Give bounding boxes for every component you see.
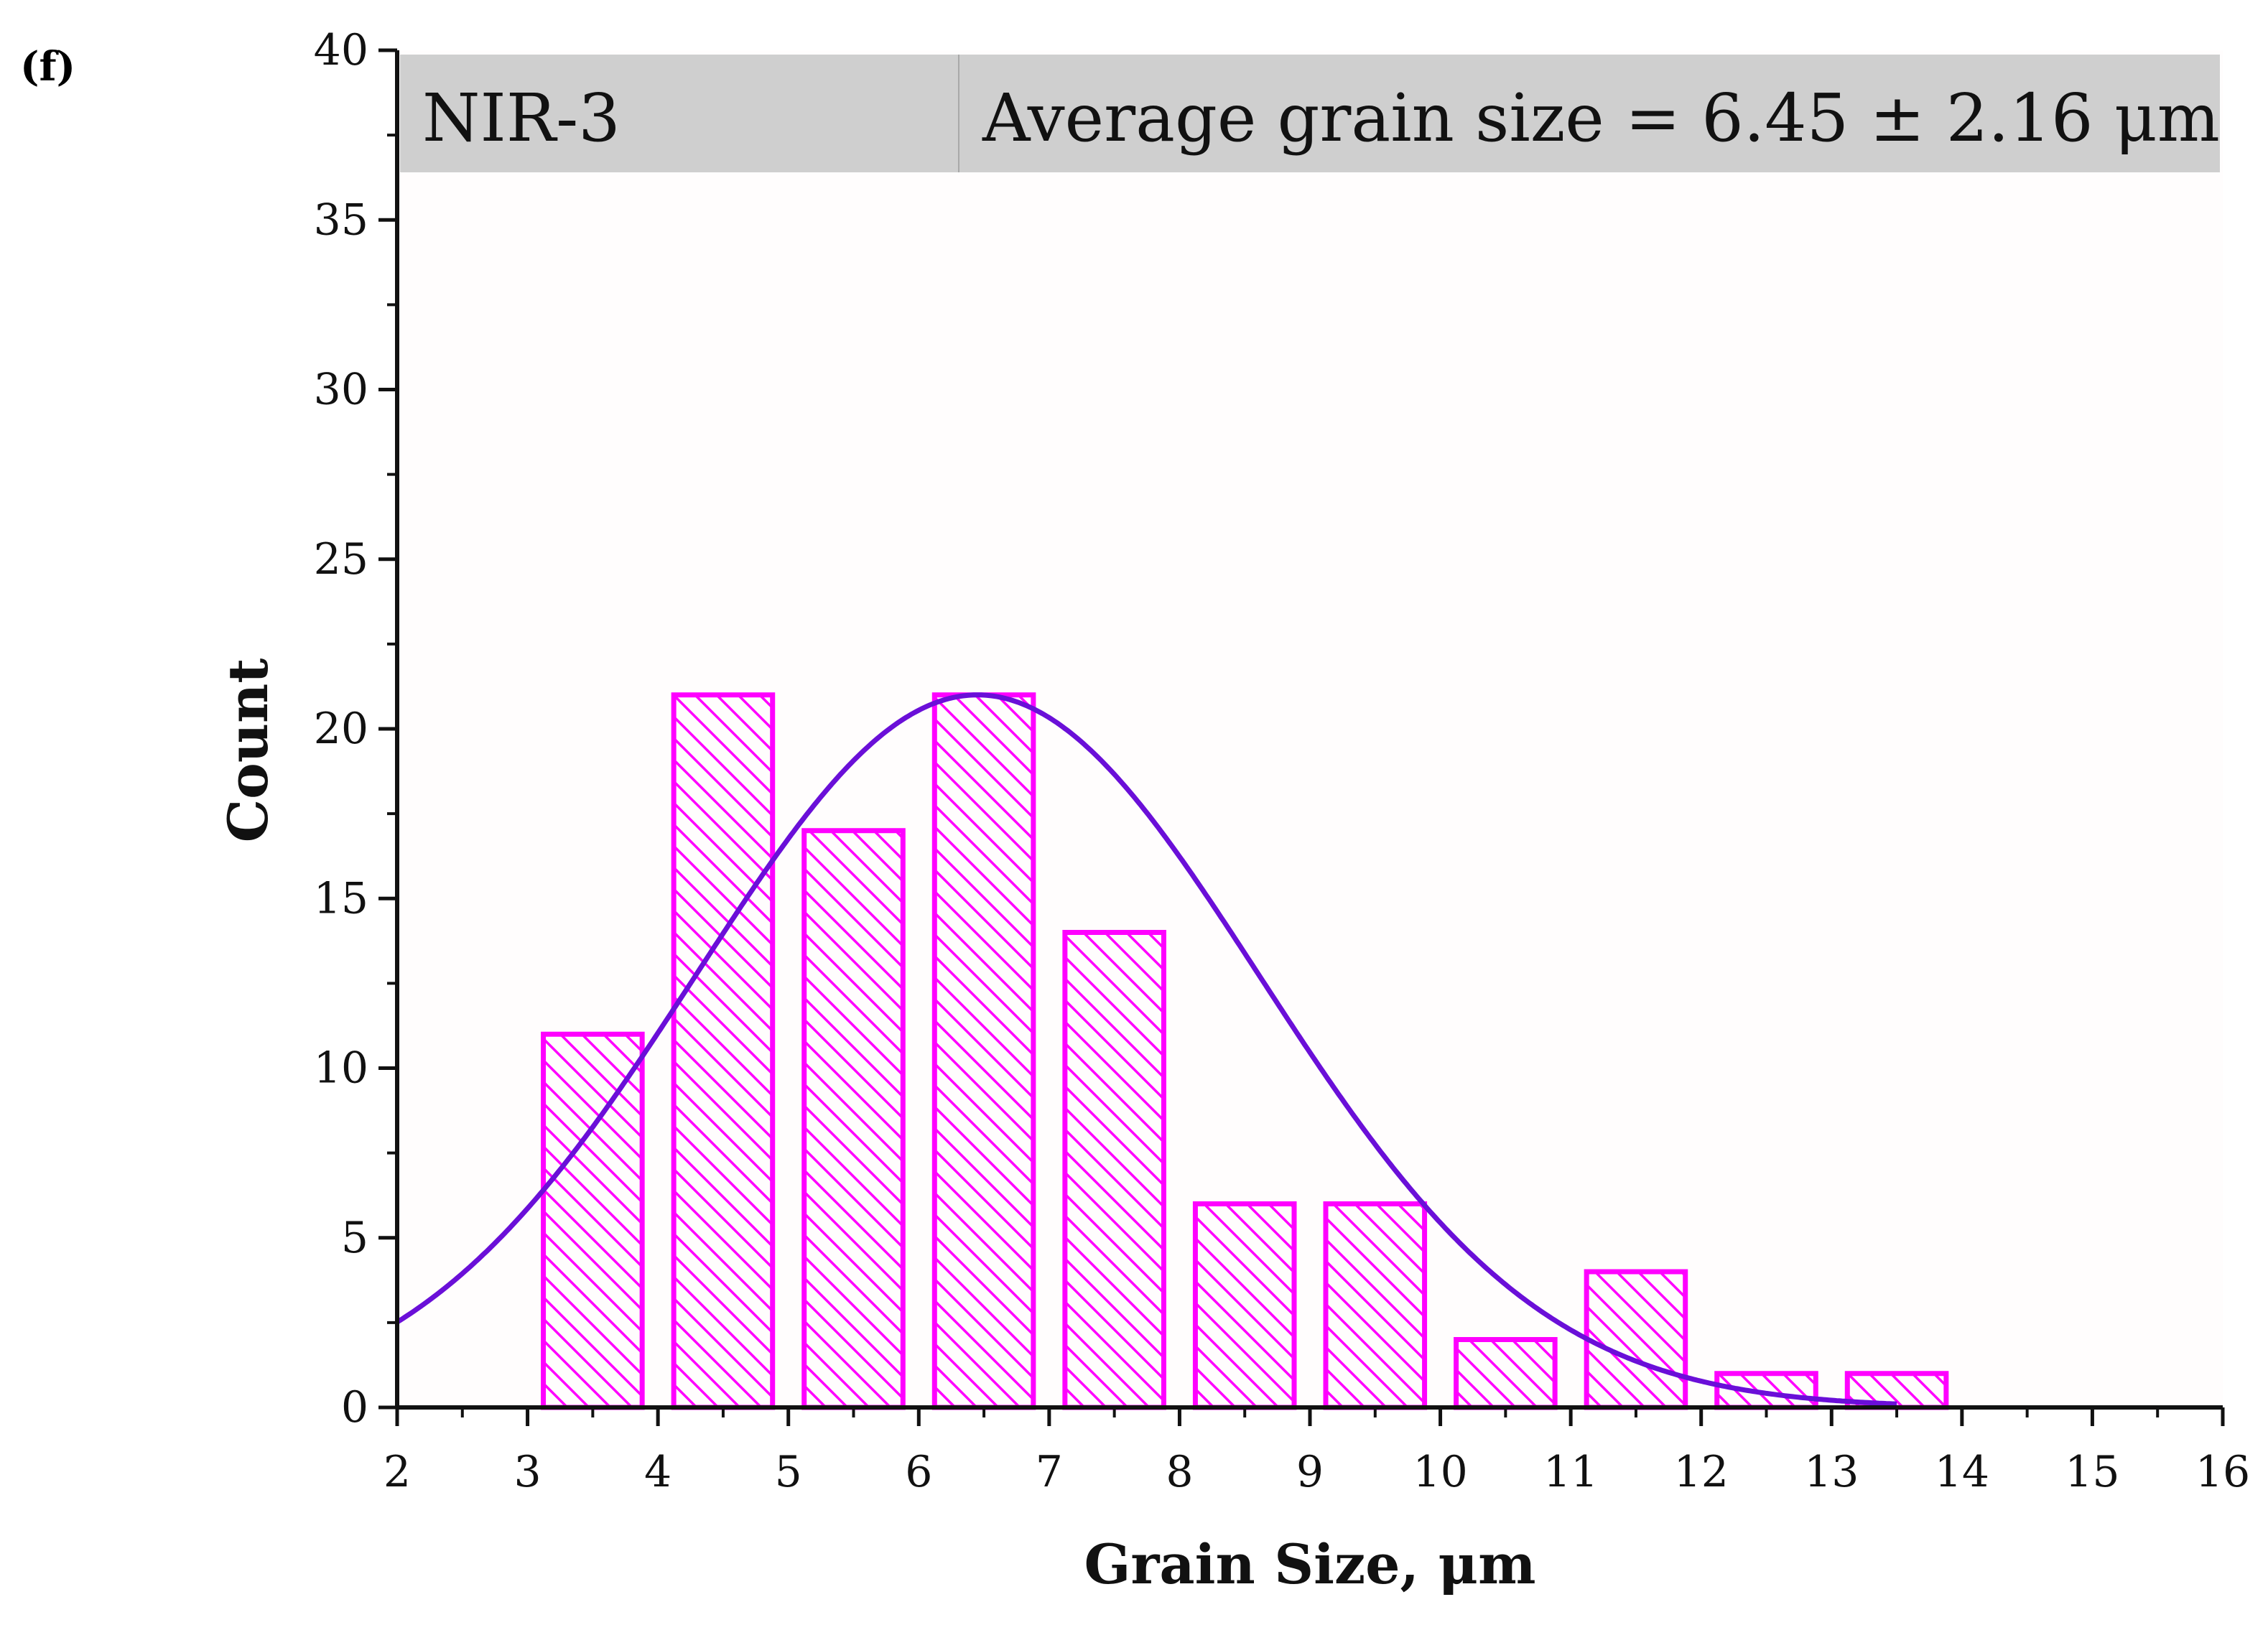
x-tick-label: 11 — [1543, 1447, 1598, 1497]
histogram-bar-1 — [541, 1031, 645, 1410]
y-tick-label: 40 — [314, 25, 368, 75]
x-axis-title: Grain Size, μm — [1084, 1532, 1535, 1596]
y-tick-label: 10 — [314, 1043, 368, 1094]
chart-header-box: NIR-3 Average grain size = 6.45 ± 2.16 μ… — [400, 55, 2220, 172]
x-tick-label: 5 — [775, 1447, 802, 1497]
x-tick-label: 7 — [1036, 1447, 1063, 1497]
x-tick-label: 12 — [1674, 1447, 1729, 1497]
x-tick-label: 8 — [1166, 1447, 1193, 1497]
x-tick-label: 14 — [1935, 1447, 1989, 1497]
x-tick-label: 16 — [2195, 1447, 2250, 1497]
y-tick-label: 35 — [314, 195, 368, 245]
sample-label: NIR-3 — [422, 80, 621, 157]
y-tick-label: 0 — [341, 1382, 368, 1433]
y-tick-label: 5 — [341, 1213, 368, 1263]
histogram-bar-4 — [931, 692, 1036, 1410]
average-grain-size-label: Average grain size = 6.45 ± 2.16 μm — [982, 80, 2220, 157]
y-tick-label: 25 — [314, 534, 368, 585]
histogram-bar-7 — [1323, 1201, 1428, 1410]
histogram-bar-8 — [1454, 1337, 1558, 1410]
x-tick-label: 3 — [513, 1447, 541, 1497]
x-tick-label: 10 — [1413, 1447, 1467, 1497]
y-axis-title: Count — [216, 658, 280, 843]
x-tick-label: 15 — [2065, 1447, 2119, 1497]
x-tick-label: 4 — [644, 1447, 671, 1497]
panel-label: (f) — [20, 43, 75, 90]
histogram-bar-5 — [1062, 930, 1166, 1410]
x-axis-ticks: 2 3 4 5 6 7 8 9 10 11 12 13 14 15 16 — [384, 1407, 2250, 1497]
histogram-bar-9 — [1584, 1269, 1688, 1410]
histogram-bar-3 — [801, 828, 906, 1410]
x-tick-label: 6 — [905, 1447, 932, 1497]
histogram-bar-6 — [1192, 1201, 1297, 1410]
x-tick-label: 13 — [1804, 1447, 1859, 1497]
y-axis-ticks: 0 5 10 15 20 25 30 35 40 — [314, 25, 397, 1433]
y-tick-label: 15 — [314, 873, 368, 923]
histogram-bar-10 — [1714, 1371, 1818, 1410]
header-background — [400, 55, 2220, 172]
y-tick-label: 20 — [314, 704, 368, 754]
x-tick-label: 2 — [384, 1447, 411, 1497]
gaussian-fit-curve — [396, 692, 1897, 1407]
y-tick-label: 30 — [314, 365, 368, 415]
histogram-bar-2 — [671, 692, 776, 1410]
plot-background — [397, 50, 2223, 1407]
x-tick-label: 9 — [1296, 1447, 1324, 1497]
